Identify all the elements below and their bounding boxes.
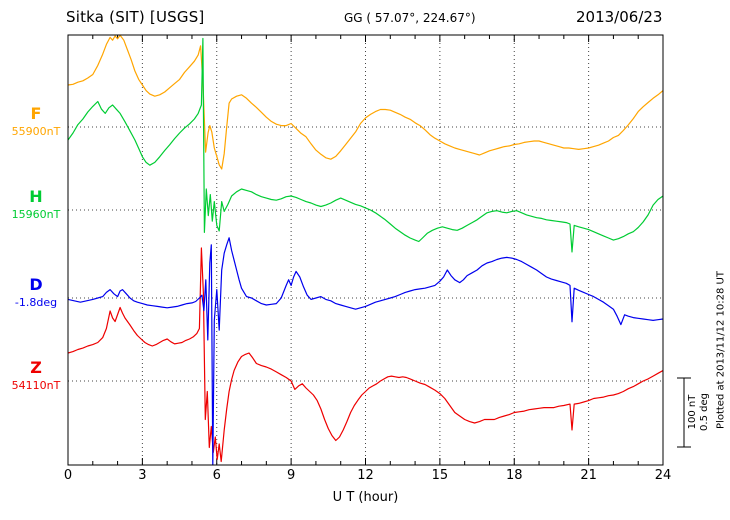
x-tick-label-0: 0 — [63, 468, 73, 483]
series-F-trace — [68, 35, 663, 170]
series-H-letter: H — [29, 187, 43, 206]
x-axis-title: U T (hour) — [332, 490, 399, 505]
plot-date: 2013/06/23 — [576, 8, 663, 26]
series-D-baseline-value: -1.8deg — [14, 296, 58, 309]
series-F-letter: F — [30, 104, 42, 123]
plot-border — [67, 34, 664, 466]
x-tick-label-9: 9 — [286, 468, 296, 483]
series-Z-baseline-value: 54110nT — [11, 379, 61, 392]
series-Z-trace — [68, 247, 663, 463]
series-H-label-group: H 15960nT — [6, 187, 66, 222]
x-tick-label-21: 21 — [580, 468, 597, 483]
series-D-trace — [68, 237, 663, 465]
x-tick-label-3: 3 — [138, 468, 147, 483]
series-D-letter: D — [29, 275, 43, 294]
x-tick-label-6: 6 — [212, 468, 221, 483]
x-tick-label-18: 18 — [505, 468, 523, 483]
scale-bar-deg-label: 0.5 deg — [699, 393, 710, 431]
scale-bar-labels: 100 nT 0.5 deg — [687, 393, 711, 431]
x-tick-label-15: 15 — [431, 468, 449, 483]
geographic-coordinates: GG ( 57.07°, 224.67°) — [344, 11, 476, 25]
series-F-label-group: F 55900nT — [6, 104, 66, 139]
x-tick-label-24: 24 — [654, 468, 672, 483]
series-Z-label-group: Z 54110nT — [6, 358, 66, 393]
series-Z-letter: Z — [30, 358, 42, 377]
series-H-trace — [68, 37, 663, 253]
plotted-at-note: Plotted at 2013/11/12 10:28 UT — [715, 271, 727, 429]
x-tick-label-12: 12 — [357, 468, 374, 483]
series-H-baseline-value: 15960nT — [11, 208, 61, 221]
scale-bar-nt-label: 100 nT — [687, 394, 698, 430]
series-D-label-group: D -1.8deg — [6, 275, 66, 310]
series-F-baseline-value: 55900nT — [11, 125, 61, 138]
station-title: Sitka (SIT) [USGS] — [66, 8, 205, 26]
